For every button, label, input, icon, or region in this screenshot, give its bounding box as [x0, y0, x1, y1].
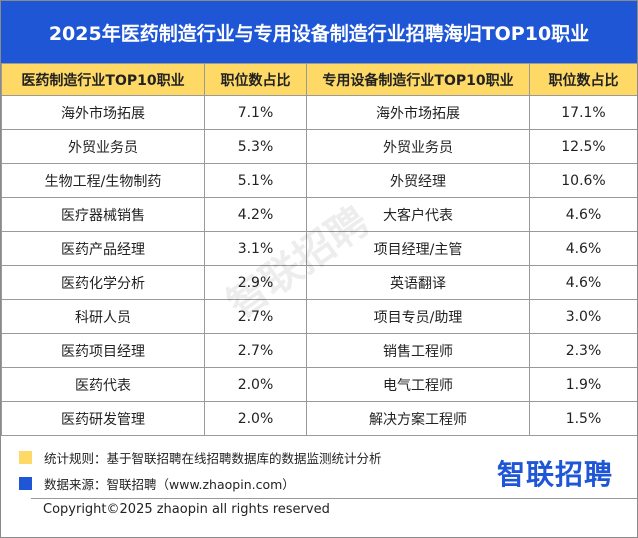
- note: 统计规则：基于智联招聘在线招聘数据库的数据监测统计分析: [19, 448, 382, 467]
- cell: 4.2%: [204, 197, 307, 232]
- cell: 5.3%: [204, 129, 307, 164]
- cell: 3.0%: [529, 299, 637, 334]
- table-body: 海外市场拓展 7.1% 海外市场拓展 17.1% 外贸业务员 5.3% 外贸业务员 12.5%…: [1, 95, 637, 436]
- cell: 项目专员/助理: [306, 299, 530, 334]
- header-cell: 职位数占比: [204, 63, 307, 96]
- header-cell: 医药制造行业TOP10职业: [1, 63, 205, 96]
- row: 科研人员 2.7% 项目专员/助理 3.0%: [1, 299, 637, 334]
- cell: 7.1%: [204, 95, 307, 130]
- cell: 1.9%: [529, 367, 637, 402]
- cell: 生物工程/生物制药: [1, 163, 205, 198]
- title: 2025年医药制造行业与专用设备制造行业招聘海归TOP10职业: [1, 1, 637, 63]
- header-cell: 职位数占比: [529, 63, 637, 96]
- row: 医疗器械销售 4.2% 大客户代表 4.6%: [1, 197, 637, 232]
- cell: 2.7%: [204, 299, 307, 334]
- cell: 4.6%: [529, 265, 637, 300]
- cell: 医药代表: [1, 367, 205, 402]
- cell: 2.0%: [204, 367, 307, 402]
- cell: 外贸经理: [306, 163, 530, 198]
- header-row: 医药制造行业TOP10职业 职位数占比 专用设备制造行业TOP10职业 职位数占比: [1, 63, 637, 96]
- cell: 2.0%: [204, 401, 307, 436]
- cell: 3.1%: [204, 231, 307, 266]
- note-text: 统计规则：基于智联招聘在线招聘数据库的数据监测统计分析: [44, 451, 382, 466]
- cell: 项目经理/主管: [306, 231, 530, 266]
- cell: 医疗器械销售: [1, 197, 205, 232]
- note-text: 数据来源：智联招聘（www.zhaopin.com）: [44, 477, 295, 492]
- row: 海外市场拓展 7.1% 海外市场拓展 17.1%: [1, 95, 637, 130]
- cell: 大客户代表: [306, 197, 530, 232]
- row: 医药产品经理 3.1% 项目经理/主管 4.6%: [1, 231, 637, 266]
- row: 医药项目经理 2.7% 销售工程师 2.3%: [1, 333, 637, 368]
- cell: 2.9%: [204, 265, 307, 300]
- cell: 17.1%: [529, 95, 637, 130]
- copyright: Copyright©2025 zhaopin all rights reserv…: [43, 502, 330, 517]
- cell: 10.6%: [529, 163, 637, 198]
- cell: 医药研发管理: [1, 401, 205, 436]
- cell: 海外市场拓展: [1, 95, 205, 130]
- row: 医药代表 2.0% 电气工程师 1.9%: [1, 367, 637, 402]
- separator: [31, 498, 637, 499]
- row: 生物工程/生物制药 5.1% 外贸经理 10.6%: [1, 163, 637, 198]
- cell: 4.6%: [529, 231, 637, 266]
- cell: 1.5%: [529, 401, 637, 436]
- row: 医药化学分析 2.9% 英语翻译 4.6%: [1, 265, 637, 300]
- cell: 2.3%: [529, 333, 637, 368]
- cell: 5.1%: [204, 163, 307, 198]
- cell: 销售工程师: [306, 333, 530, 368]
- cell: 外贸业务员: [306, 129, 530, 164]
- cell: 医药产品经理: [1, 231, 205, 266]
- logo: 智联招聘: [497, 458, 614, 491]
- cell: 海外市场拓展: [306, 95, 530, 130]
- cell: 12.5%: [529, 129, 637, 164]
- cell: 英语翻译: [306, 265, 530, 300]
- row: 医药研发管理 2.0% 解决方案工程师 1.5%: [1, 401, 637, 436]
- cell: 医药化学分析: [1, 265, 205, 300]
- table: 医药制造行业TOP10职业 职位数占比 专用设备制造行业TOP10职业 职位数占比 海…: [1, 63, 637, 436]
- cell: 外贸业务员: [1, 129, 205, 164]
- cell: 解决方案工程师: [306, 401, 530, 436]
- note: 数据来源：智联招聘（www.zhaopin.com）: [19, 474, 295, 493]
- icon: [19, 451, 32, 464]
- cell: 4.6%: [529, 197, 637, 232]
- cell: 电气工程师: [306, 367, 530, 402]
- cell: 2.7%: [204, 333, 307, 368]
- icon: [19, 477, 32, 490]
- row: 外贸业务员 5.3% 外贸业务员 12.5%: [1, 129, 637, 164]
- cell: 医药项目经理: [1, 333, 205, 368]
- header-cell: 专用设备制造行业TOP10职业: [306, 63, 530, 96]
- cell: 科研人员: [1, 299, 205, 334]
